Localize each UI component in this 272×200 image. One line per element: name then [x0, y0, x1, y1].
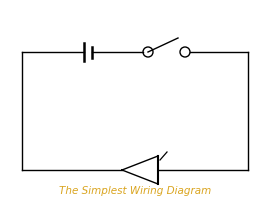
Text: The Simplest Wiring Diagram: The Simplest Wiring Diagram [59, 185, 211, 195]
